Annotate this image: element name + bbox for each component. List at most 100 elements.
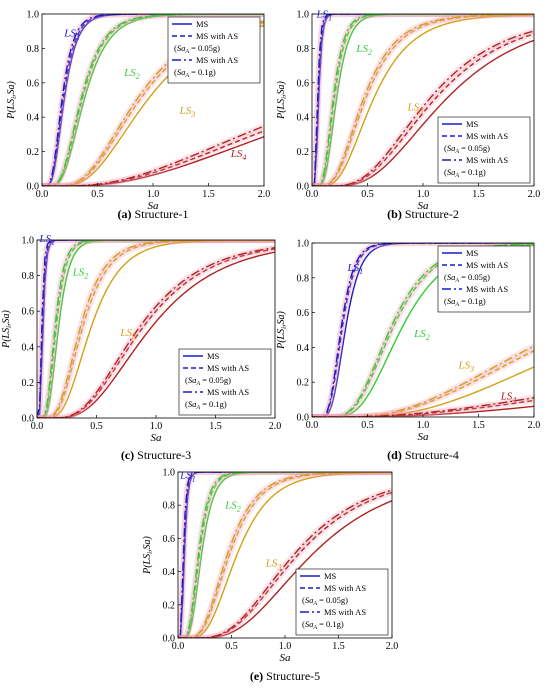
legend-entry: (SaA = 0.05g) [302,595,348,607]
y-tick-label: 0.4 [163,567,176,578]
y-tick-label: 1.0 [297,10,310,21]
legend-entry: MS with AS [324,583,366,593]
x-tick-label: 1.5 [472,189,485,200]
y-tick-label: 0.8 [22,271,35,282]
x-tick-label: 1.0 [150,421,163,432]
legend-entry: (SaA = 0.1g) [444,296,486,308]
y-tick-label: 0.0 [297,182,310,193]
y-tick-label: 0.0 [22,414,35,425]
legend-entry: (SaA = 0.05g) [444,143,490,155]
fragility-panel-5: 0.0 0.5 1.0 1.5 2.00.00.20.40.60.81.0SaP(LSi… [142,468,398,684]
x-axis-label: Sa [418,431,430,443]
y-tick-label: 1.0 [297,239,310,250]
panel-caption: (e) Structure-5 [250,669,320,683]
ls2-as01-curve [312,243,534,417]
y-tick-label: 0.4 [22,342,35,353]
y-tick-label: 0.6 [27,78,40,89]
ls4-as005-curve [42,130,264,186]
ls2-band [37,240,275,418]
y-tick-label: 1.0 [22,236,35,247]
x-tick-label: 2.0 [528,420,541,431]
x-tick-label: 0.0 [172,641,185,652]
y-axis-label: P(LSi,Sa) [6,80,18,119]
y-tick-label: 1.0 [163,468,176,479]
ls1-label: LS1 [179,470,196,484]
x-tick-label: 1.0 [417,420,430,431]
x-tick-label: 0.5 [225,641,238,652]
x-tick-label: 0.5 [361,189,374,200]
fragility-panel-4: 0.0 0.5 1.0 1.5 2.00.00.20.40.60.81.0SaP(LSi… [276,239,540,463]
ls3-as01-curve [312,14,534,186]
ls2-label: LS2 [72,267,89,281]
x-tick-label: 1.0 [417,189,430,200]
x-tick-label: 2.0 [258,189,271,200]
ls3-as005-curve [312,14,534,186]
ls4-as005-curve [312,399,534,417]
ls2-label: LS2 [413,328,430,342]
y-axis-label: P(LSi,Sa) [276,310,288,349]
y-tick-label: 0.2 [22,378,35,389]
y-tick-label: 0.2 [163,600,176,611]
y-axis-label: P(LSi,Sa) [142,535,154,574]
y-axis-label: P(LSi,Sa) [276,80,288,119]
y-tick-label: 0.4 [27,113,40,124]
x-tick-label: 0.5 [361,420,374,431]
ls4-as01-curve [312,30,534,186]
y-tick-label: 0.0 [163,634,176,645]
legend-entry: MS [466,248,479,258]
ls3-as005-curve [312,350,534,417]
x-axis-label: Sa [148,200,160,212]
fragility-panel-3: 0.0 0.5 1.0 1.5 2.00.00.20.40.60.81.0SaP(LSi… [1,233,281,462]
x-tick-label: 2.0 [528,189,541,200]
x-axis-label: Sa [151,432,163,444]
ls2-band [37,240,275,418]
legend-entry: (SaA = 0.1g) [444,167,486,179]
ls2-as01-curve [42,14,264,186]
ls3-label: LS3 [406,101,423,115]
y-tick-label: 0.8 [27,44,40,55]
legend-entry: MS [324,571,337,581]
ls1-label: LS1 [315,8,332,22]
legend-entry: MS with AS [324,607,366,617]
ls2-label: LS2 [355,43,372,57]
panel-caption: (b) Structure-2 [387,207,459,221]
ls3-label: LS3 [179,105,196,119]
y-tick-label: 0.4 [297,113,310,124]
ls2-label: LS2 [224,500,241,514]
y-tick-label: 1.0 [27,10,40,21]
ls3-as005-curve [42,21,264,186]
ls3-label: LS3 [119,327,136,341]
panel-caption: (c) Structure-3 [121,448,191,462]
legend-entry: MS [466,119,479,129]
ls2-band [312,14,534,186]
y-tick-label: 0.6 [163,534,176,545]
legend-entry: MS with AS [466,284,508,294]
legend-entry: MS [196,19,209,29]
ls4-as005-curve [312,33,534,186]
y-tick-label: 0.2 [27,147,40,158]
y-tick-label: 0.8 [297,44,310,55]
x-tick-label: 0.0 [306,420,319,431]
y-axis-label: P(LSi,Sa) [1,309,13,348]
ls4-as005-curve [37,248,275,418]
x-axis-label: Sa [418,200,430,212]
y-tick-label: 0.0 [297,413,310,424]
legend-entry: (SaA = 0.1g) [302,619,344,631]
y-tick-label: 0.6 [22,307,35,318]
ls2-band [312,14,534,186]
ls2-band [178,472,392,638]
ls1-label: LS1 [347,262,364,276]
legend-entry: MS with AS [466,155,508,165]
y-tick-label: 0.2 [297,378,310,389]
x-tick-label: 1.5 [209,421,222,432]
ls3-label: LS3 [265,558,282,572]
y-tick-label: 0.4 [297,343,310,354]
legend-entry: (SaA = 0.1g) [174,67,216,79]
legend-entry: (SaA = 0.05g) [174,43,220,55]
y-tick-label: 0.2 [297,147,310,158]
y-tick-label: 0.8 [297,273,310,284]
ls3-ms-curve [312,14,534,186]
fragility-panel-2: 0.0 0.5 1.0 1.5 2.00.00.20.40.60.81.0SaP(LSi… [276,8,540,221]
